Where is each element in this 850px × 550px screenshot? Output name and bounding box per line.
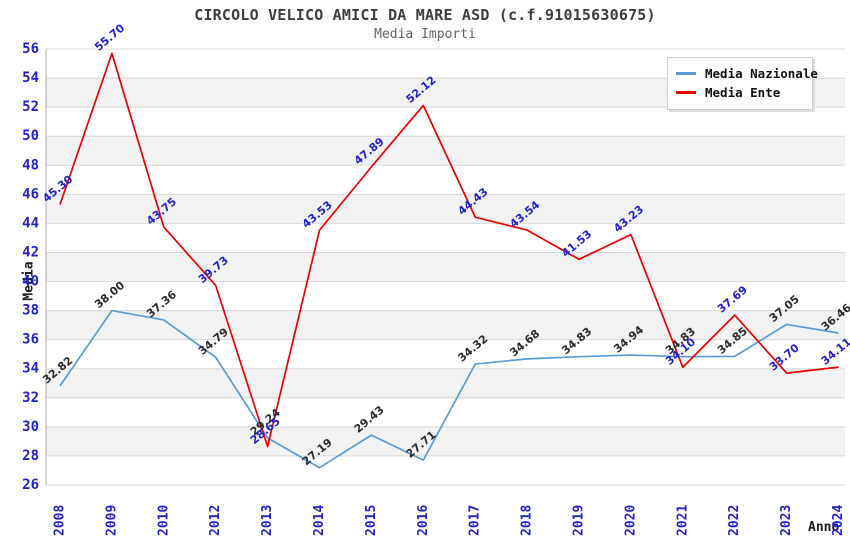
y-tick-label: 52 xyxy=(22,99,39,115)
legend-label-media-nazionale: Media Nazionale xyxy=(705,66,818,81)
x-tick-label: 2019 xyxy=(572,505,587,536)
x-tick-label: 2018 xyxy=(520,505,535,536)
y-tick-label: 48 xyxy=(22,157,39,173)
x-tick-label: 2024 xyxy=(831,505,846,536)
x-tick-label: 2012 xyxy=(208,505,223,536)
legend: Media Nazionale Media Ente xyxy=(667,57,818,110)
chart-subtitle: Media Importi xyxy=(374,27,476,42)
x-tick-label: 2023 xyxy=(779,505,794,536)
y-tick-label: 50 xyxy=(22,128,39,144)
legend-label-media-ente: Media Ente xyxy=(705,85,781,100)
x-tick-label: 2021 xyxy=(675,505,690,536)
media-ente-line-swatch xyxy=(676,91,696,94)
x-tick-label: 2015 xyxy=(364,505,379,536)
y-tick-label: 28 xyxy=(22,448,39,464)
legend-item-media-nazionale: Media Nazionale xyxy=(676,64,818,83)
x-tick-label: 2016 xyxy=(416,505,431,536)
grid-band xyxy=(46,252,845,282)
grid-band xyxy=(46,426,845,456)
grid-band xyxy=(46,136,845,166)
y-tick-label: 38 xyxy=(22,303,39,319)
legend-item-media-ente: Media Ente xyxy=(676,83,804,102)
y-tick-label: 32 xyxy=(22,390,39,406)
y-tick-label: 44 xyxy=(22,215,39,231)
x-axis-title: Anno xyxy=(808,520,840,535)
grid-band xyxy=(46,194,845,224)
data-point-label: 38.00 xyxy=(92,279,127,312)
grid-band xyxy=(46,310,845,340)
media-nazionale-line-swatch xyxy=(676,72,696,75)
y-tick-label: 54 xyxy=(22,70,39,86)
grid-band xyxy=(46,368,845,398)
series-line-media-ente xyxy=(59,52,839,448)
y-tick-label: 56 xyxy=(22,41,39,57)
x-tick-label: 2017 xyxy=(468,505,483,536)
y-tick-label: 40 xyxy=(22,274,39,290)
x-tick-label: 2009 xyxy=(104,505,119,536)
y-tick-label: 34 xyxy=(22,361,39,377)
y-tick-label: 30 xyxy=(22,419,39,435)
x-tick-label: 2010 xyxy=(156,505,171,536)
y-tick-label: 36 xyxy=(22,332,39,348)
x-tick-label: 2014 xyxy=(312,505,327,536)
x-tick-label: 2013 xyxy=(260,505,275,536)
x-tick-label: 2020 xyxy=(623,505,638,536)
y-tick-label: 46 xyxy=(22,186,39,202)
x-tick-label: 2022 xyxy=(727,505,742,536)
y-tick-label: 26 xyxy=(22,477,39,493)
x-tick-label: 2008 xyxy=(53,505,68,536)
y-tick-label: 42 xyxy=(22,244,39,260)
series-line-media-nazionale xyxy=(59,309,839,469)
chart-title: CIRCOLO VELICO AMICI DA MARE ASD (c.f.91… xyxy=(194,6,656,24)
